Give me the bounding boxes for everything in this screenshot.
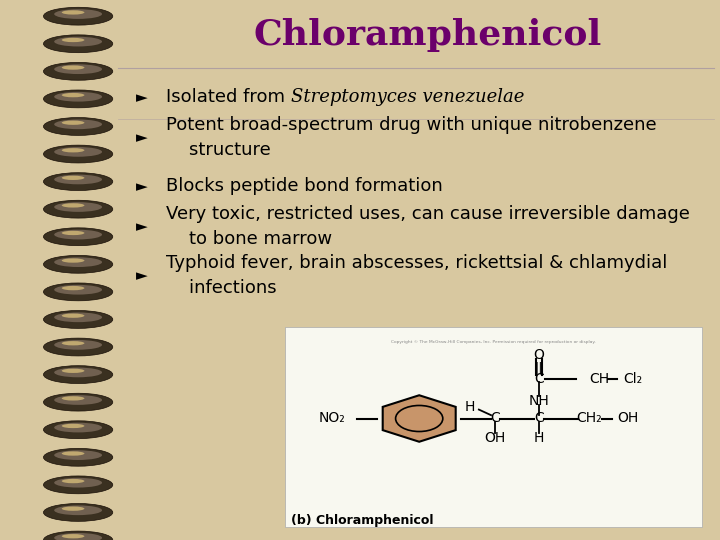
Text: ►: ► <box>136 219 148 234</box>
Text: C: C <box>490 411 500 426</box>
Ellipse shape <box>43 8 113 25</box>
Ellipse shape <box>62 65 84 70</box>
Text: Chloramphenicol: Chloramphenicol <box>254 18 602 52</box>
Ellipse shape <box>43 228 113 246</box>
Ellipse shape <box>54 174 102 184</box>
Ellipse shape <box>54 395 102 405</box>
Text: CH₂: CH₂ <box>577 411 602 426</box>
Ellipse shape <box>54 505 102 515</box>
Ellipse shape <box>62 369 84 373</box>
Ellipse shape <box>54 313 102 322</box>
Text: NH: NH <box>528 394 549 408</box>
Ellipse shape <box>54 257 102 267</box>
Text: Potent broad-spectrum drug with unique nitrobenzene
    structure: Potent broad-spectrum drug with unique n… <box>166 116 657 159</box>
Text: Streptomyces venezuelae: Streptomyces venezuelae <box>291 88 524 106</box>
Ellipse shape <box>62 479 84 483</box>
Ellipse shape <box>62 341 84 346</box>
Ellipse shape <box>43 366 113 383</box>
Text: Cl₂: Cl₂ <box>624 372 642 386</box>
Ellipse shape <box>54 92 102 102</box>
Ellipse shape <box>54 202 102 212</box>
Ellipse shape <box>43 338 113 356</box>
Ellipse shape <box>54 230 102 239</box>
Text: NO₂: NO₂ <box>318 411 345 426</box>
Ellipse shape <box>43 90 113 108</box>
Text: O: O <box>534 348 544 362</box>
Ellipse shape <box>43 503 113 521</box>
Ellipse shape <box>43 531 113 540</box>
Ellipse shape <box>62 534 84 538</box>
Ellipse shape <box>62 38 84 42</box>
Ellipse shape <box>62 451 84 456</box>
Text: ||: || <box>535 362 543 375</box>
Ellipse shape <box>54 64 102 74</box>
Ellipse shape <box>62 148 84 152</box>
Ellipse shape <box>54 533 102 540</box>
Ellipse shape <box>43 448 113 466</box>
Polygon shape <box>383 395 456 442</box>
Ellipse shape <box>62 424 84 428</box>
Ellipse shape <box>62 231 84 235</box>
Ellipse shape <box>43 200 113 218</box>
Text: (b) Chloramphenicol: (b) Chloramphenicol <box>291 514 433 526</box>
Bar <box>285 327 702 526</box>
Ellipse shape <box>43 393 113 411</box>
Ellipse shape <box>54 450 102 460</box>
Text: Typhoid fever, brain abscesses, rickettsial & chlamydial
    infections: Typhoid fever, brain abscesses, ricketts… <box>166 254 667 297</box>
Text: ►: ► <box>136 90 148 105</box>
Text: Isolated from: Isolated from <box>166 88 291 106</box>
Text: CH: CH <box>590 372 610 386</box>
Ellipse shape <box>62 396 84 401</box>
Ellipse shape <box>54 368 102 377</box>
Ellipse shape <box>43 283 113 301</box>
Ellipse shape <box>62 120 84 125</box>
Ellipse shape <box>62 176 84 180</box>
Ellipse shape <box>54 423 102 433</box>
Ellipse shape <box>43 118 113 136</box>
Ellipse shape <box>43 476 113 494</box>
Ellipse shape <box>62 93 84 97</box>
Ellipse shape <box>43 421 113 438</box>
Ellipse shape <box>54 119 102 129</box>
Text: C: C <box>534 411 544 426</box>
Text: H: H <box>534 431 544 445</box>
Ellipse shape <box>43 173 113 191</box>
Text: OH: OH <box>485 431 505 445</box>
Ellipse shape <box>54 37 102 46</box>
Ellipse shape <box>54 285 102 295</box>
Ellipse shape <box>43 63 113 80</box>
Text: Blocks peptide bond formation: Blocks peptide bond formation <box>166 177 443 195</box>
Text: OH: OH <box>618 411 639 426</box>
Ellipse shape <box>43 255 113 273</box>
Ellipse shape <box>54 147 102 157</box>
Text: ►: ► <box>136 268 148 283</box>
Text: H: H <box>464 400 475 414</box>
Text: Copyright © The McGraw-Hill Companies, Inc. Permission required for reproduction: Copyright © The McGraw-Hill Companies, I… <box>391 340 595 344</box>
Ellipse shape <box>62 203 84 207</box>
Ellipse shape <box>54 478 102 488</box>
Text: ►: ► <box>136 130 148 145</box>
Ellipse shape <box>54 9 102 19</box>
Ellipse shape <box>43 35 113 53</box>
Ellipse shape <box>62 286 84 291</box>
Ellipse shape <box>43 310 113 328</box>
Text: C: C <box>534 372 544 386</box>
Ellipse shape <box>62 314 84 318</box>
Ellipse shape <box>62 10 84 15</box>
Text: ►: ► <box>136 179 148 194</box>
Ellipse shape <box>43 145 113 163</box>
Ellipse shape <box>62 258 84 262</box>
Text: Very toxic, restricted uses, can cause irreversible damage
    to bone marrow: Very toxic, restricted uses, can cause i… <box>166 205 690 248</box>
Ellipse shape <box>62 507 84 511</box>
Ellipse shape <box>54 340 102 350</box>
